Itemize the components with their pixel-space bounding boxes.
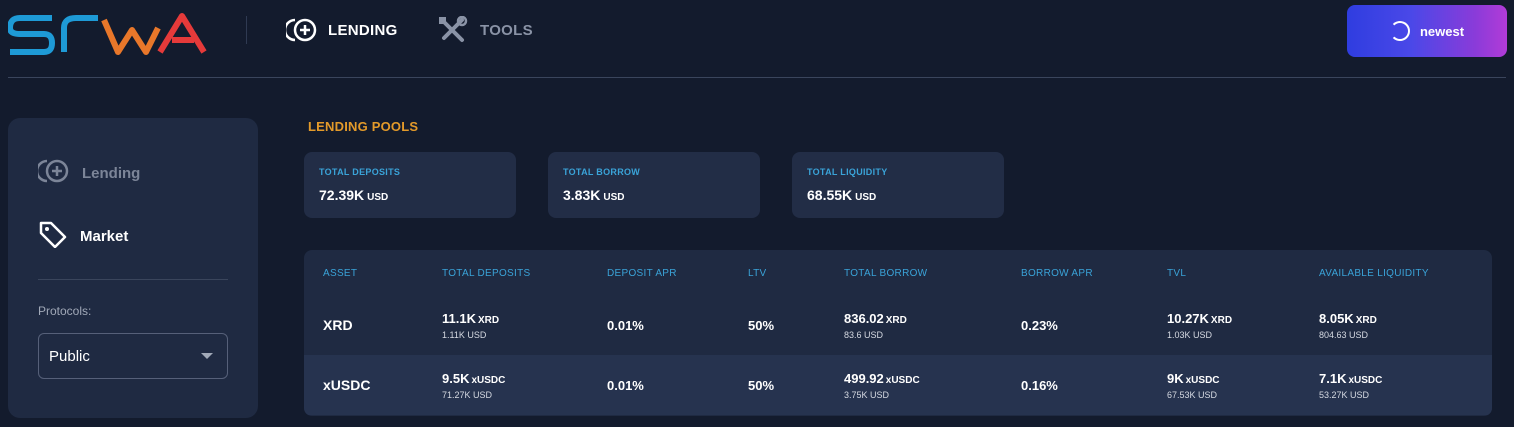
page-title: LENDING POOLS	[308, 119, 419, 134]
cell-value: 9K xUSDC	[1167, 370, 1220, 386]
chevron-down-icon	[201, 353, 213, 359]
column-header[interactable]: AVAILABLE LIQUIDITY	[1319, 267, 1429, 279]
cell-value: 836.02 XRD	[844, 310, 907, 326]
cell-usd-value: 71.27K USD	[442, 389, 493, 400]
header-divider	[246, 16, 247, 44]
cell-value: 7.1K xUSDC	[1319, 370, 1383, 386]
table-row[interactable]: xUSDC 9.5K xUSDC 71.27K USD 0.01% 50% 499…	[304, 355, 1492, 415]
tools-icon	[438, 16, 470, 44]
nav-lending[interactable]: LENDING	[286, 14, 398, 46]
plus-circle-icon	[35, 158, 70, 188]
protocol-select[interactable]: Public	[38, 333, 228, 379]
cell-usd-value: 3.75K USD	[844, 389, 890, 400]
pools-table: ASSET TOTAL DEPOSITS DEPOSIT APR LTV TOT…	[304, 250, 1492, 416]
protocol-select-value: Public	[49, 347, 90, 365]
column-header[interactable]: ASSET	[323, 267, 358, 279]
stat-value: 72.39K USD	[319, 187, 389, 203]
table-header-row: ASSET TOTAL DEPOSITS DEPOSIT APR LTV TOT…	[304, 250, 1492, 296]
cell-usd-value: 67.53K USD	[1167, 389, 1218, 400]
stat-value: 3.83K USD	[563, 187, 625, 203]
cell-value: 499.92 xUSDC	[844, 370, 920, 386]
newest-button-label: newest	[1419, 23, 1465, 39]
plus-circle-icon	[286, 16, 318, 44]
loading-spinner-icon	[1389, 21, 1410, 41]
borrow-apr: 0.23%	[1021, 317, 1058, 333]
cell-value: 8.05K XRD	[1319, 310, 1377, 326]
sidebar-item-label: Lending	[82, 164, 141, 182]
header-separator	[8, 77, 1506, 78]
table-row[interactable]: XRD 11.1K XRD 1.11K USD 0.01% 50% 836.02 X…	[304, 295, 1492, 355]
cell-usd-value: 1.11K USD	[442, 329, 487, 340]
cell-usd-value: 53.27K USD	[1319, 389, 1370, 400]
stat-card-total-liquidity: TOTAL LIQUIDITY 68.55K USD	[792, 152, 1004, 218]
stat-label: TOTAL DEPOSITS	[319, 167, 401, 177]
column-header[interactable]: TOTAL DEPOSITS	[442, 267, 531, 279]
stat-label: TOTAL BORROW	[563, 167, 641, 177]
nav-tools[interactable]: TOOLS	[438, 14, 533, 46]
cell-usd-value: 83.6 USD	[844, 329, 884, 340]
column-header[interactable]: LTV	[748, 267, 767, 279]
stat-card-total-borrow: TOTAL BORROW 3.83K USD	[548, 152, 760, 218]
stat-value: 68.55K USD	[807, 187, 877, 203]
asset-name: XRD	[323, 317, 353, 333]
sidebar-divider	[38, 279, 228, 280]
asset-name: xUSDC	[323, 377, 371, 393]
srwa-logo[interactable]	[8, 8, 208, 56]
column-header[interactable]: DEPOSIT APR	[607, 267, 677, 279]
sidebar-item-lending[interactable]: Lending	[35, 158, 141, 188]
stat-label: TOTAL LIQUIDITY	[807, 167, 888, 177]
sidebar-item-label: Market	[80, 227, 129, 245]
cell-value: 10.27K XRD	[1167, 310, 1233, 326]
cell-usd-value: 804.63 USD	[1319, 329, 1369, 340]
cell-value: 9.5K xUSDC	[442, 370, 506, 386]
deposit-apr: 0.01%	[607, 377, 644, 393]
deposit-apr: 0.01%	[607, 317, 644, 333]
sidebar-item-market[interactable]: Market	[38, 220, 128, 252]
column-header[interactable]: TVL	[1167, 267, 1187, 279]
protocols-label: Protocols:	[38, 304, 92, 318]
cell-value: 11.1K XRD	[442, 310, 500, 326]
column-header[interactable]: TOTAL BORROW	[844, 267, 928, 279]
borrow-apr: 0.16%	[1021, 377, 1058, 393]
ltv: 50%	[748, 317, 775, 333]
nav-lending-label: LENDING	[328, 21, 398, 39]
ltv: 50%	[748, 377, 775, 393]
nav-tools-label: TOOLS	[480, 21, 533, 39]
sidebar: Lending Market Protocols: Public	[8, 118, 258, 418]
top-header: LENDING TOOLS newest	[0, 0, 1514, 78]
cell-usd-value: 1.03K USD	[1167, 329, 1213, 340]
tag-icon	[38, 220, 68, 252]
column-header[interactable]: BORROW APR	[1021, 267, 1093, 279]
newest-button[interactable]: newest	[1347, 5, 1507, 57]
stat-card-total-deposits: TOTAL DEPOSITS 72.39K USD	[304, 152, 516, 218]
